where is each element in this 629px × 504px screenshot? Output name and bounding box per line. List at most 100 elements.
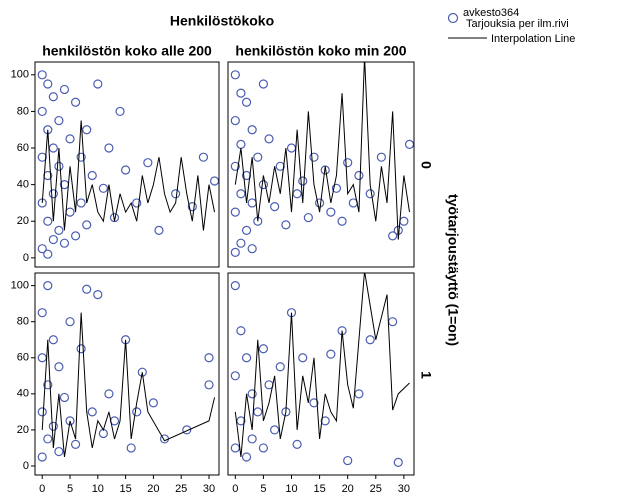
point bbox=[241, 170, 252, 181]
point bbox=[82, 284, 92, 294]
point bbox=[43, 249, 53, 259]
interpolation-line bbox=[41, 312, 216, 458]
column-label: henkilöstön koko alle 200 bbox=[42, 43, 212, 59]
point bbox=[247, 125, 257, 135]
point bbox=[298, 353, 308, 363]
point bbox=[48, 421, 58, 431]
point bbox=[204, 353, 214, 363]
interpolation-line bbox=[41, 120, 216, 231]
point bbox=[37, 152, 47, 162]
point bbox=[182, 425, 192, 435]
point bbox=[121, 165, 131, 175]
point bbox=[82, 125, 92, 135]
y-tick-label: 60 bbox=[17, 352, 29, 364]
point bbox=[54, 225, 64, 235]
point bbox=[388, 231, 398, 241]
column-label: henkilöstön koko min 200 bbox=[235, 43, 406, 59]
point bbox=[241, 225, 252, 235]
y-tick-label: 100 bbox=[11, 280, 29, 292]
point bbox=[59, 84, 70, 95]
point bbox=[70, 231, 81, 241]
point bbox=[326, 207, 336, 217]
point bbox=[43, 216, 53, 226]
point bbox=[303, 212, 313, 223]
legend-label: Tarjouksia per ilm.rivi bbox=[466, 18, 569, 30]
point bbox=[48, 189, 58, 199]
point bbox=[148, 398, 159, 408]
plot-area bbox=[230, 273, 410, 467]
point bbox=[59, 238, 70, 248]
point bbox=[275, 362, 285, 372]
point bbox=[236, 88, 246, 98]
x-tick-label: 0 bbox=[39, 483, 45, 495]
point bbox=[132, 407, 142, 417]
x-tick-label: 30 bbox=[398, 483, 410, 495]
point bbox=[258, 79, 269, 89]
legend-label: avkesto364 bbox=[463, 7, 519, 19]
point bbox=[76, 198, 86, 208]
x-tick-label: 15 bbox=[119, 483, 131, 495]
point bbox=[43, 281, 53, 291]
point bbox=[241, 97, 252, 107]
y-tick-label: 20 bbox=[17, 424, 29, 436]
x-tick-label: 25 bbox=[175, 483, 187, 495]
y-tick-label: 0 bbox=[23, 252, 29, 264]
interpolation-line bbox=[234, 273, 410, 458]
point bbox=[87, 170, 97, 181]
point bbox=[48, 335, 58, 345]
point bbox=[43, 380, 53, 390]
point bbox=[198, 152, 209, 162]
point bbox=[270, 425, 280, 435]
row-label: 0 bbox=[418, 161, 434, 169]
point bbox=[320, 416, 330, 426]
point bbox=[314, 198, 325, 208]
point bbox=[154, 225, 164, 235]
y-tick-label: 40 bbox=[17, 388, 29, 400]
x-tick-label: 5 bbox=[67, 483, 73, 495]
point bbox=[104, 389, 114, 399]
point bbox=[230, 70, 240, 80]
point bbox=[204, 380, 214, 390]
point bbox=[137, 367, 147, 377]
point bbox=[309, 398, 319, 408]
y-tick-label: 60 bbox=[17, 142, 29, 154]
point bbox=[65, 317, 75, 327]
plot-area bbox=[37, 70, 219, 259]
x-tick-label: 25 bbox=[370, 483, 382, 495]
point bbox=[230, 371, 240, 381]
point bbox=[43, 170, 53, 181]
point bbox=[376, 152, 387, 162]
panel-frame bbox=[34, 272, 220, 476]
point bbox=[230, 161, 240, 171]
point bbox=[37, 70, 47, 80]
point bbox=[187, 201, 197, 212]
point bbox=[292, 439, 302, 449]
y-tick-label: 40 bbox=[17, 179, 29, 191]
point bbox=[54, 161, 64, 171]
panel-frame bbox=[227, 272, 415, 476]
point bbox=[247, 434, 257, 444]
point bbox=[331, 183, 342, 193]
x-tick-label: 20 bbox=[147, 483, 159, 495]
point bbox=[109, 212, 120, 223]
point bbox=[343, 158, 353, 168]
x-tick-label: 20 bbox=[342, 483, 354, 495]
point bbox=[43, 434, 53, 444]
x-tick-label: 15 bbox=[313, 483, 325, 495]
point bbox=[37, 452, 47, 462]
point bbox=[320, 165, 330, 175]
point bbox=[275, 161, 285, 171]
point bbox=[365, 335, 375, 345]
point bbox=[54, 362, 64, 372]
point bbox=[70, 439, 81, 449]
point bbox=[43, 79, 53, 89]
x-tick-label: 10 bbox=[92, 483, 104, 495]
point bbox=[104, 143, 114, 153]
point bbox=[281, 220, 291, 230]
point bbox=[236, 238, 246, 248]
point bbox=[258, 344, 269, 354]
point bbox=[298, 176, 308, 186]
plot-area bbox=[37, 281, 216, 462]
point bbox=[59, 392, 70, 403]
